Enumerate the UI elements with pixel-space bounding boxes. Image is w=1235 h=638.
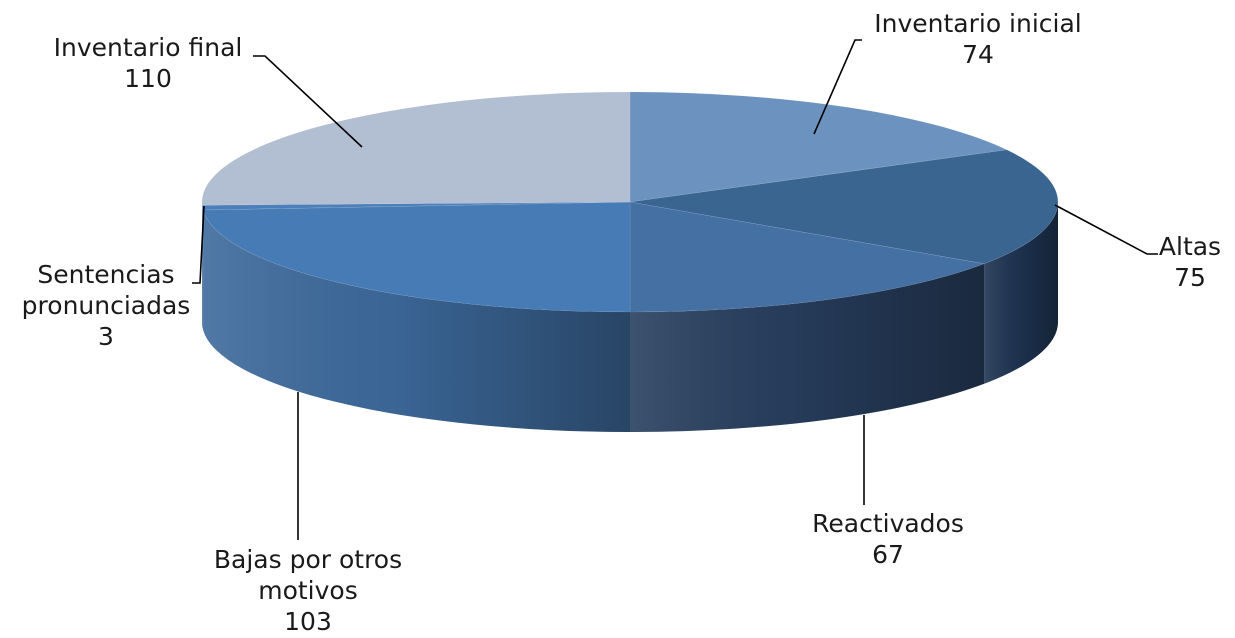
leader-inventario-inicial — [813, 39, 862, 135]
label-altas: Altas 75 — [1159, 232, 1221, 292]
label-sentencias-pronunciadas-text: Sentencias — [37, 260, 174, 289]
label-inventario-final: Inventario final 110 — [54, 33, 243, 93]
slice-altas — [629, 149, 1059, 265]
leader-lines — [192, 39, 1158, 540]
slice-inventario-inicial — [629, 91, 1008, 203]
slice-inventario-final — [201, 91, 631, 206]
side-bajas-por-otros-motivos-shade — [203, 209, 631, 432]
data-labels: Inventario inicial 74 Altas 75 Reactivados 67… — [22, 9, 1221, 636]
value-bajas-por-otros-motivos: 103 — [284, 607, 332, 636]
value-sentencias-pronunciadas: 3 — [98, 322, 114, 351]
value-altas: 75 — [1174, 263, 1206, 292]
label-altas-text: Altas — [1159, 232, 1221, 261]
value-inventario-final: 110 — [124, 64, 172, 93]
slice-reactivados — [629, 201, 986, 313]
leader-sentencias-pronunciadas — [192, 205, 205, 284]
pie-tops — [201, 91, 1059, 313]
value-reactivados: 67 — [872, 540, 904, 569]
side-reactivados-shade — [630, 263, 985, 432]
label-inventario-inicial: Inventario inicial 74 — [874, 9, 1082, 69]
label-bajas-por-otros-motivos-text: Bajas por otros — [214, 545, 402, 574]
slice-bajas-por-otros-motivos — [202, 201, 631, 313]
label-inventario-inicial-text: Inventario inicial — [874, 9, 1082, 38]
leader-inventario-final — [253, 55, 363, 148]
label-reactivados-text: Reactivados — [812, 509, 964, 538]
label-bajas-por-otros-motivos-text: motivos — [258, 576, 358, 605]
pie-sides — [202, 202, 1058, 432]
label-inventario-final-text: Inventario final — [54, 33, 243, 62]
label-reactivados: Reactivados 67 — [812, 509, 964, 569]
leader-altas — [1054, 204, 1158, 255]
side-altas-shade — [984, 202, 1058, 384]
label-sentencias-pronunciadas: Sentencias pronunciadas 3 — [22, 260, 191, 351]
label-sentencias-pronunciadas-text: pronunciadas — [22, 291, 191, 320]
label-bajas-por-otros-motivos: Bajas por otros motivos 103 — [214, 545, 402, 636]
value-inventario-inicial: 74 — [962, 40, 994, 69]
